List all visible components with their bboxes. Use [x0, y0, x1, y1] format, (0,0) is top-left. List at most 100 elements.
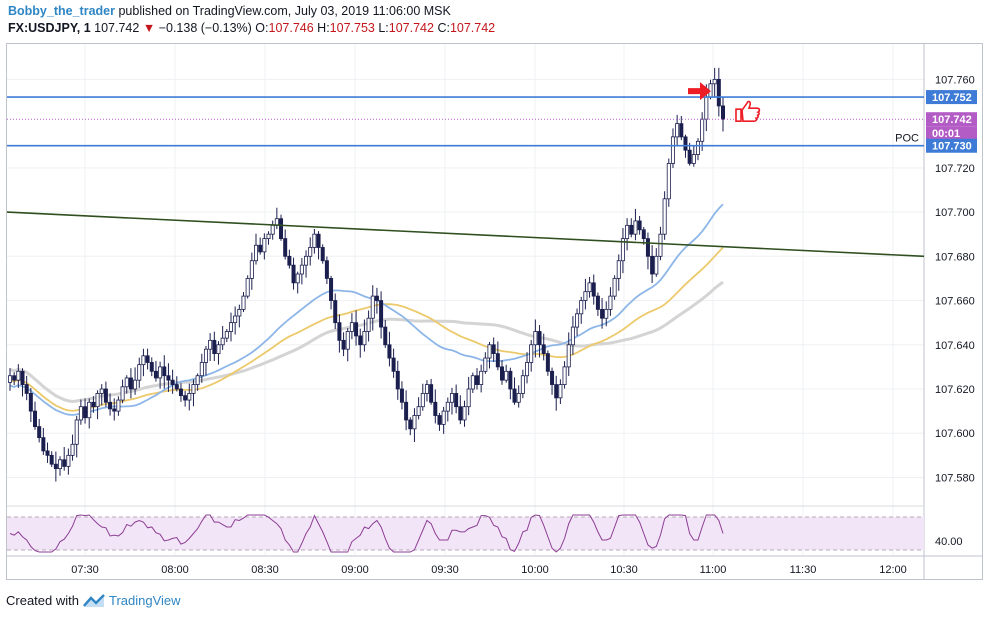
candle-body — [691, 154, 696, 164]
drawn-lines: POC — [6, 96, 925, 258]
upper-level-label: 107.752 — [932, 92, 972, 104]
time-axis[interactable]: 07:30 08:00 08:30 09:00 09:30 10:00 10:30 11:00… — [71, 564, 907, 576]
candle-body — [604, 308, 609, 319]
y-tick-label: 107.660 — [935, 296, 975, 308]
candle-body — [12, 375, 17, 381]
candle-body — [287, 255, 292, 266]
candle-body — [558, 384, 563, 399]
author-link[interactable]: Bobby_the_trader — [8, 4, 115, 18]
candle-body — [525, 362, 530, 377]
candle-body — [650, 255, 655, 275]
y-tick-label: 107.600 — [935, 428, 975, 440]
candle-body — [362, 331, 367, 346]
candle-body — [721, 105, 726, 120]
candle-body — [295, 273, 300, 284]
candle-body — [483, 357, 488, 372]
thumbs-up-shape — [735, 100, 761, 122]
candle-body — [66, 454, 71, 467]
candle-body — [354, 322, 359, 337]
candle-body — [466, 388, 471, 408]
candle-body — [579, 300, 584, 315]
candle-body — [266, 233, 271, 240]
candle-body — [608, 295, 613, 310]
candle-body — [391, 357, 396, 372]
candle-body — [508, 370, 513, 390]
candle-body — [133, 379, 138, 390]
candle-body — [166, 375, 171, 381]
candle-body — [370, 295, 375, 319]
y-tick-label: 107.760 — [935, 74, 975, 86]
candle-body — [695, 140, 700, 155]
x-tick-label: 10:00 — [521, 564, 549, 576]
lower-level-label: 107.730 — [932, 141, 972, 153]
tradingview-brand[interactable]: TradingView — [108, 593, 181, 608]
rsi-band — [7, 517, 924, 550]
candle-body — [116, 399, 121, 412]
candle-body — [216, 344, 221, 355]
chart-header: Bobby_the_trader published on TradingVie… — [8, 3, 495, 37]
candle-body — [208, 339, 213, 350]
thumbs-up-icon — [735, 100, 761, 122]
x-tick-label: 12:00 — [879, 564, 907, 576]
candle-body — [629, 224, 634, 235]
candle-body — [341, 339, 346, 350]
candle-body — [504, 370, 509, 381]
candle-body — [145, 355, 150, 363]
moving-averages — [9, 203, 724, 416]
candle-body — [53, 463, 58, 470]
candle-body — [291, 264, 296, 284]
change-arrow-icon: ▼ — [142, 21, 156, 35]
open-label: O: — [255, 21, 269, 35]
candle-body — [633, 220, 638, 235]
candle-body — [178, 388, 183, 397]
candle-body — [374, 295, 379, 301]
x-tick-label: 09:30 — [431, 564, 459, 576]
candle-body — [220, 337, 225, 346]
candle-body — [641, 229, 646, 240]
upper-level-label-bg — [926, 90, 977, 105]
candle-body — [712, 78, 717, 85]
grid — [7, 44, 983, 579]
candle-body — [516, 393, 521, 403]
candle-body — [470, 375, 475, 390]
candle-body — [337, 322, 342, 341]
candle-body — [408, 419, 413, 430]
candle-body — [212, 339, 217, 355]
annotations — [688, 82, 761, 122]
close-label: C: — [437, 21, 450, 35]
candle-body — [262, 238, 267, 253]
candle-body — [41, 437, 46, 452]
candle-body — [474, 375, 479, 385]
candle-body — [433, 401, 438, 416]
symbol-label: FX:USDJPY, 1 — [8, 21, 91, 35]
candle-body — [612, 278, 617, 297]
candle-body — [445, 401, 450, 412]
price-axis[interactable]: 107.760 107.720 107.700 107.680 107.660 107.6… — [926, 74, 977, 548]
red-arrow-icon — [688, 82, 711, 101]
candle-body — [304, 255, 309, 266]
candle-body — [312, 233, 317, 248]
y-tick-label: 107.620 — [935, 384, 975, 396]
ma-blue-line — [9, 203, 724, 416]
created-with-text: Created with — [6, 593, 79, 608]
candle-body — [299, 264, 304, 275]
candle-body — [228, 322, 233, 332]
ma-gray-line — [9, 280, 724, 403]
candle-body — [199, 362, 204, 377]
candle-body — [645, 238, 650, 257]
y-tick-label: 107.700 — [935, 207, 975, 219]
candle-body — [128, 377, 133, 390]
candle-body — [95, 393, 100, 408]
candle-body — [233, 315, 238, 324]
candle-body — [675, 123, 680, 138]
candle-body — [237, 308, 242, 317]
x-tick-label: 10:30 — [610, 564, 638, 576]
candle-body — [512, 388, 517, 403]
y-tick-label: 107.680 — [935, 251, 975, 263]
candle-body — [395, 370, 400, 390]
countdown-label-bg — [926, 126, 977, 141]
candle-body — [716, 78, 721, 107]
candle-body — [404, 401, 409, 421]
candle-body — [308, 247, 313, 257]
